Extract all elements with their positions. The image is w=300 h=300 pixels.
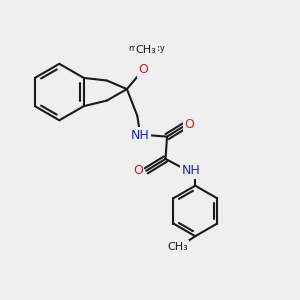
Text: NH: NH (131, 129, 150, 142)
Text: NH: NH (182, 164, 200, 177)
Text: O: O (138, 63, 148, 76)
Text: CH₃: CH₃ (167, 242, 188, 252)
Text: CH₃: CH₃ (136, 45, 157, 56)
Text: methoxy: methoxy (128, 44, 165, 53)
Text: O: O (184, 118, 194, 131)
Text: O: O (134, 164, 143, 177)
